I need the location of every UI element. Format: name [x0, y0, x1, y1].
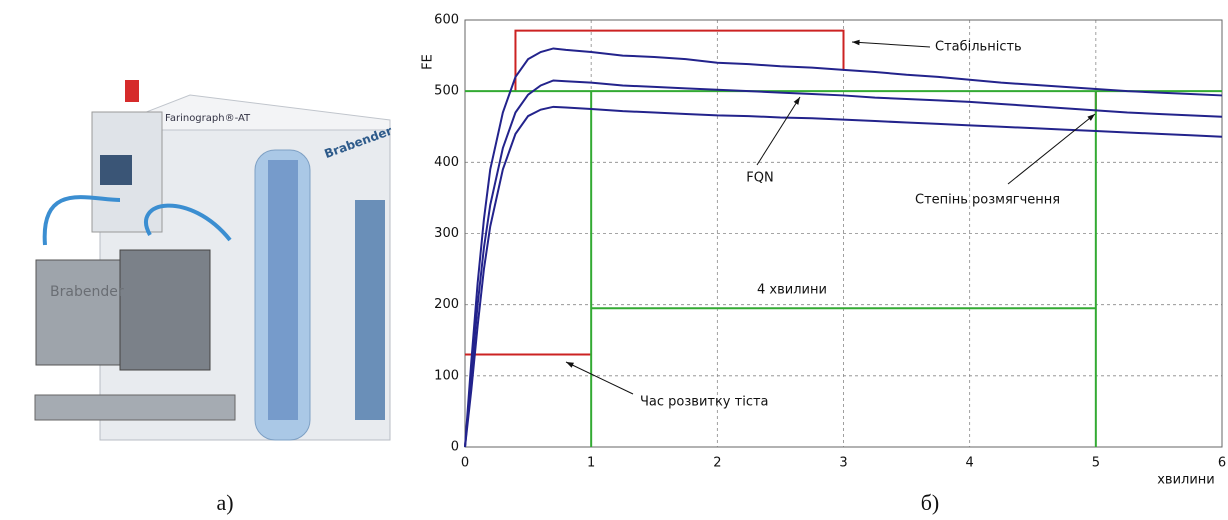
data-line	[464, 105, 1223, 448]
device-mixer-body	[119, 249, 211, 371]
device-stop-button	[125, 80, 139, 102]
reference-line	[514, 29, 845, 92]
x-tick-label: 1	[587, 456, 595, 471]
plot-frame	[464, 19, 1223, 448]
y-axis-label: FE	[421, 54, 436, 70]
y-tick-label: 200	[434, 297, 459, 312]
x-tick-label: 0	[461, 456, 469, 471]
arrow-head	[793, 97, 800, 105]
device-photo: Farinograph®-AT Brabender Brabender	[34, 80, 394, 441]
data-line	[464, 79, 1223, 448]
y-tick-label: 300	[434, 226, 459, 241]
photo-label: Farinograph®-AT	[165, 113, 251, 124]
annotation-arrow	[565, 361, 634, 395]
annotation: Час розвитку тіста	[640, 395, 769, 410]
device-screen	[100, 155, 132, 185]
x-tick-label: 2	[713, 456, 721, 471]
annotation: FQN	[746, 171, 773, 186]
device-side-panel	[355, 200, 385, 420]
arrow-head	[1087, 114, 1095, 121]
annotation: 4 хвилини	[757, 283, 827, 298]
photo-caption: а)	[216, 490, 233, 515]
data-line	[464, 47, 1223, 448]
annotation: Стабільність	[935, 40, 1022, 55]
device-top	[99, 94, 391, 131]
device-cylinder-core	[268, 160, 298, 420]
x-tick-label: 4	[966, 456, 974, 471]
x-tick-label: 6	[1218, 456, 1226, 471]
device-hoses	[42, 195, 232, 246]
annotation-arrow	[1007, 113, 1096, 185]
y-tick-label: 600	[434, 13, 459, 28]
annotation-arrow	[756, 96, 801, 166]
annotation: Степінь розмягчення	[915, 193, 1060, 208]
y-tick-label: 500	[434, 84, 459, 99]
x-tick-label: 3	[839, 456, 847, 471]
annotation-arrow	[851, 41, 931, 48]
arrow-head	[566, 362, 574, 368]
y-tick-label: 100	[434, 368, 459, 383]
y-tick-label: 0	[451, 440, 459, 455]
chart-caption: б)	[921, 490, 940, 515]
x-axis-label: хвилини	[1157, 473, 1215, 488]
arrow-head	[852, 39, 860, 46]
x-tick-label: 5	[1092, 456, 1100, 471]
device-tray	[34, 394, 236, 421]
photo-label: Brabender	[50, 284, 124, 300]
device-mixer	[35, 259, 127, 366]
y-tick-label: 400	[434, 155, 459, 170]
